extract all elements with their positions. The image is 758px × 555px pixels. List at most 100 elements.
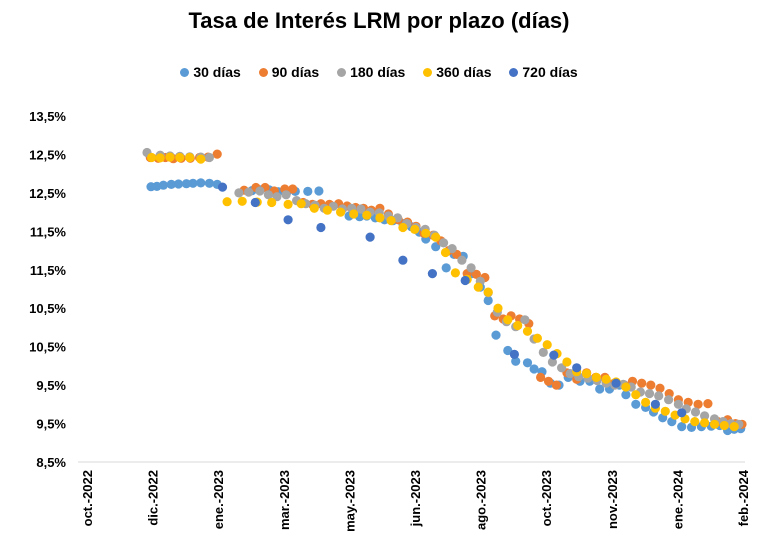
data-point [709, 419, 720, 429]
x-tick-label: mar.-2023 [277, 470, 292, 530]
data-point [660, 406, 670, 416]
data-point [542, 340, 552, 350]
data-point [362, 210, 372, 220]
data-point [719, 420, 729, 431]
y-tick-label: 12,5% [29, 147, 66, 162]
data-point [441, 263, 451, 273]
legend-label-30: 30 días [193, 64, 241, 80]
data-point [303, 186, 313, 196]
data-point [729, 422, 739, 432]
data-point [582, 369, 592, 379]
data-point [440, 247, 451, 258]
data-point [631, 399, 641, 409]
y-tick-label: 9,5% [36, 378, 66, 393]
legend-label-720: 720 días [522, 64, 578, 80]
data-point [204, 178, 214, 188]
data-point [217, 182, 228, 192]
data-point [155, 153, 165, 163]
data-point [173, 179, 184, 189]
data-point [316, 222, 326, 233]
legend-label-180: 180 días [350, 64, 406, 80]
x-tick-label: dic.-2022 [146, 470, 161, 526]
data-point [664, 395, 674, 405]
data-point [234, 188, 244, 198]
data-point [483, 295, 493, 306]
data-point [336, 207, 346, 217]
x-axis-tick-labels: oct.-2022 dic.-2022 ene.-2023 mar.-2023 may.… [80, 469, 751, 532]
data-point [637, 378, 647, 388]
legend-label-360: 360 días [436, 64, 492, 80]
legend-label-90: 90 días [271, 64, 320, 80]
data-point [188, 178, 198, 188]
data-point [410, 224, 420, 234]
data-point [356, 204, 366, 214]
y-tick-label: 10,5% [29, 340, 66, 355]
y-tick-label: 11,5% [30, 224, 67, 239]
data-point [595, 384, 605, 394]
data-point [175, 152, 185, 163]
x-tick-label: ago.-2023 [474, 470, 489, 530]
y-tick-label: 8,5% [36, 455, 66, 470]
y-axis-tick-labels: 13,5% 12,5% 12,5% 11,5% 11,5% 10,5% 10,5% 9,5% 9… [29, 109, 66, 470]
y-tick-label: 11,5% [30, 263, 67, 278]
data-point [267, 197, 277, 208]
legend-item-720[interactable]: 720 días [509, 64, 578, 80]
y-tick-label: 10,5% [29, 301, 66, 316]
data-point [655, 383, 665, 393]
data-point [471, 269, 481, 279]
x-tick-label: nov.-2023 [605, 470, 620, 529]
data-point [572, 363, 582, 373]
series-3 [147, 152, 739, 432]
data-point [349, 209, 359, 219]
data-point [439, 238, 449, 248]
data-point [166, 179, 176, 189]
data-point [562, 357, 572, 367]
data-point [398, 255, 408, 265]
data-point [601, 374, 611, 384]
data-point [263, 190, 273, 200]
legend-item-90[interactable]: 90 días [258, 64, 320, 80]
data-point [427, 269, 437, 279]
data-point [491, 330, 501, 340]
legend-marker-180 [337, 68, 347, 77]
data-point [158, 180, 168, 190]
data-point [693, 399, 703, 409]
legend-item-180[interactable]: 180 días [337, 64, 405, 80]
data-point [196, 178, 206, 188]
data-point [483, 287, 493, 297]
data-point [509, 349, 519, 359]
data-point [365, 232, 375, 242]
data-point [621, 390, 631, 400]
data-point [690, 417, 700, 427]
data-point [536, 372, 546, 382]
legend-item-30[interactable]: 30 días [180, 64, 241, 80]
x-tick-label: may.-2023 [342, 470, 357, 532]
data-point [673, 399, 684, 409]
data-point [690, 407, 701, 417]
y-tick-label: 9,5% [36, 417, 66, 432]
data-point [147, 152, 157, 163]
data-point [314, 186, 324, 196]
data-point [283, 199, 293, 209]
data-point [677, 408, 687, 418]
data-point [621, 382, 631, 392]
data-point [244, 187, 254, 197]
data-point [309, 203, 319, 213]
data-point [522, 326, 533, 336]
data-point [421, 228, 431, 238]
data-point [677, 422, 687, 432]
data-point [237, 196, 247, 206]
data-points [142, 147, 747, 436]
data-point [375, 213, 385, 223]
x-tick-label: jun.-2023 [408, 470, 423, 527]
data-point [473, 282, 483, 292]
data-point [654, 391, 664, 401]
legend-item-360[interactable]: 360 días [423, 64, 492, 80]
data-point [631, 390, 641, 400]
data-point [165, 152, 175, 162]
data-point [611, 378, 621, 388]
data-point [250, 197, 260, 208]
data-point [703, 399, 713, 409]
data-point [538, 347, 548, 357]
